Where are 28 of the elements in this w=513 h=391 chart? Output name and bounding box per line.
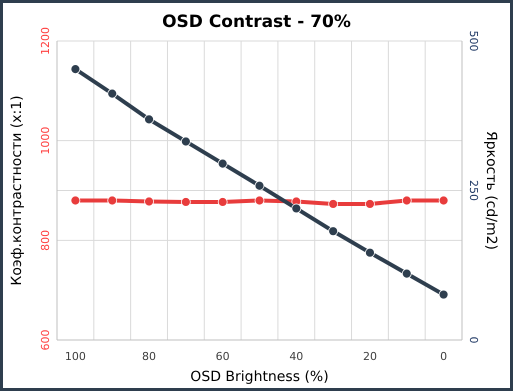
point [107, 88, 118, 99]
point [402, 268, 412, 279]
y-axis-title: Коэф.контрастности (x:1) [9, 95, 25, 286]
y2-tick-label: 500 [467, 30, 480, 52]
x-tick-label: 80 [142, 350, 156, 363]
point [254, 180, 264, 191]
y-tick-label: 800 [39, 230, 52, 251]
chart-title: OSD Contrast - 70% [162, 12, 351, 32]
x-tick-label: 20 [362, 350, 377, 363]
point [291, 204, 302, 214]
y-tick-label: 1000 [39, 126, 52, 155]
point [180, 136, 191, 146]
point [438, 290, 448, 300]
point [328, 226, 338, 236]
x-tick-label: 0 [440, 350, 448, 363]
x-axis-title: OSD Brightness (%) [190, 369, 329, 385]
point [365, 248, 375, 258]
x-tick-label: 100 [64, 350, 86, 363]
point [144, 114, 154, 124]
y2-tick-label: 0 [467, 336, 480, 344]
point [218, 158, 228, 168]
x-tick-label: 40 [289, 350, 304, 363]
y-tick-label: 600 [39, 330, 52, 350]
y2-axis-title: Яркость (cd/m2) [483, 131, 499, 250]
y2-tick-label: 250 [467, 180, 480, 201]
x-tick-label: 60 [216, 350, 230, 363]
point [70, 64, 80, 74]
y-tick-label: 1200 [39, 27, 52, 55]
